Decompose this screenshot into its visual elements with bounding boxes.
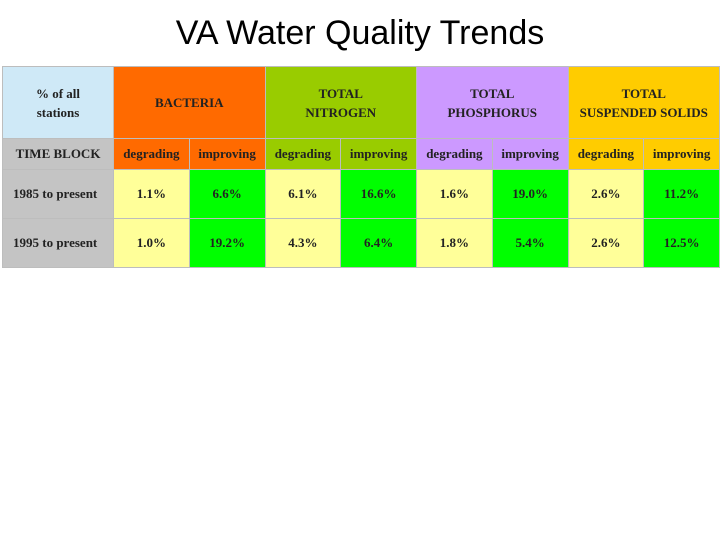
group-header-phosphorus: TOTAL PHOSPHORUS	[416, 66, 569, 139]
cell-suspended-solids-improving: 12.5%	[643, 218, 720, 268]
corner-label: % of all stations	[35, 85, 81, 120]
subheader-phosphorus-improving: improving	[491, 138, 569, 170]
subheader-suspended-solids-improving: improving	[643, 138, 720, 170]
cell-bacteria-degrading: 1.1%	[113, 169, 190, 219]
group-label-nitrogen: TOTAL NITROGEN	[305, 85, 377, 120]
group-header-nitrogen: TOTAL NITROGEN	[264, 66, 417, 139]
cell-suspended-solids-improving: 11.2%	[643, 169, 720, 219]
cell-bacteria-improving: 19.2%	[188, 218, 266, 268]
table-row: 1985 to present 1.1% 6.6% 6.1% 16.6% 1.6…	[2, 169, 720, 219]
subheader-row: TIME BLOCK degrading improving degrading…	[2, 138, 720, 170]
cell-nitrogen-improving: 6.4%	[340, 218, 417, 268]
subheader-bacteria-improving: improving	[188, 138, 266, 170]
cell-phosphorus-degrading: 1.8%	[416, 218, 493, 268]
subheader-phosphorus-degrading: degrading	[416, 138, 493, 170]
cell-bacteria-degrading: 1.0%	[113, 218, 190, 268]
slide-title: VA Water Quality Trends	[175, 14, 545, 52]
cell-nitrogen-degrading: 6.1%	[264, 169, 342, 219]
table-row: 1995 to present 1.0% 19.2% 4.3% 6.4% 1.8…	[2, 218, 720, 268]
group-label-phosphorus: TOTAL PHOSPHORUS	[447, 85, 538, 120]
subheader-nitrogen-improving: improving	[340, 138, 417, 170]
row-label: 1985 to present	[2, 169, 114, 219]
time-block-header: TIME BLOCK	[2, 138, 114, 170]
group-header-row: % of all stations BACTERIA TOTAL NITROGE…	[2, 66, 720, 139]
water-quality-table: % of all stations BACTERIA TOTAL NITROGE…	[2, 66, 720, 268]
cell-suspended-solids-degrading: 2.6%	[567, 169, 645, 219]
group-label-bacteria: BACTERIA	[154, 95, 224, 110]
cell-bacteria-improving: 6.6%	[188, 169, 266, 219]
group-header-suspended-solids: TOTAL SUSPENDED SOLIDS	[567, 66, 720, 139]
row-label: 1995 to present	[2, 218, 114, 268]
subheader-suspended-solids-degrading: degrading	[567, 138, 645, 170]
cell-nitrogen-improving: 16.6%	[340, 169, 417, 219]
group-header-bacteria: BACTERIA	[113, 66, 266, 139]
cell-nitrogen-degrading: 4.3%	[264, 218, 342, 268]
corner-header: % of all stations	[2, 66, 114, 139]
cell-phosphorus-improving: 5.4%	[491, 218, 569, 268]
subheader-nitrogen-degrading: degrading	[264, 138, 342, 170]
cell-phosphorus-improving: 19.0%	[491, 169, 569, 219]
subheader-bacteria-degrading: degrading	[113, 138, 190, 170]
cell-phosphorus-degrading: 1.6%	[416, 169, 493, 219]
group-label-suspended-solids: TOTAL SUSPENDED SOLIDS	[579, 85, 708, 120]
cell-suspended-solids-degrading: 2.6%	[567, 218, 645, 268]
